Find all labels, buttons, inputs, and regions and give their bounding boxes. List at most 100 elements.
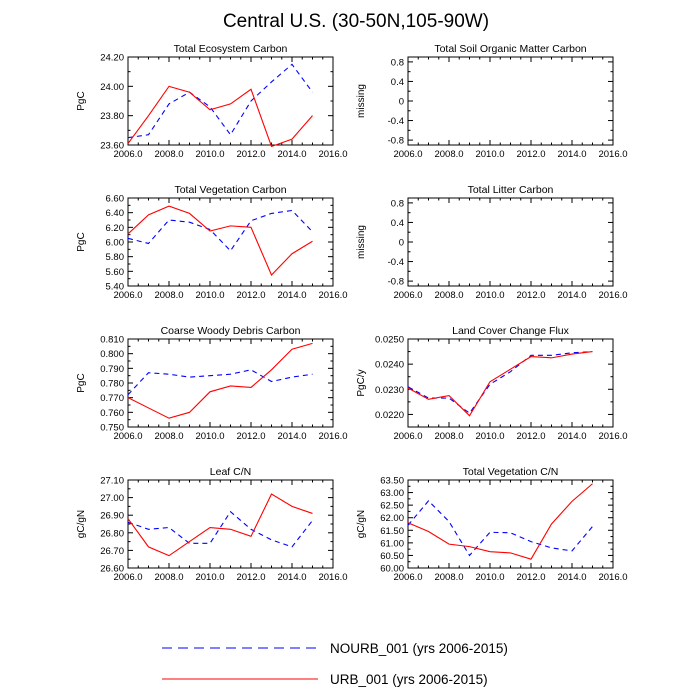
series-line-nourb_001 — [407, 500, 593, 557]
panel-title: Total Litter Carbon — [468, 184, 554, 196]
x-tick-label: 2006.0 — [393, 290, 422, 301]
y-tick-label: 26.90 — [100, 511, 124, 522]
y-tick-label: 6.40 — [106, 208, 125, 219]
y-tick-label: 63.00 — [380, 488, 404, 499]
y-axis-label: PgC — [76, 232, 87, 251]
x-tick-label: 2006.0 — [113, 149, 142, 160]
panel-title: Coarse Woody Debris Carbon — [161, 325, 301, 337]
panel-3: Total Litter Carbon missing 2006.0 2008.0 20… — [356, 184, 628, 301]
series-line-urb_001 — [407, 351, 593, 417]
y-tick-label: 26.60 — [100, 564, 124, 575]
x-tick-label: 2010.0 — [475, 149, 504, 160]
panel-0: Total Ecosystem Carbon PgC 2006.0 2008.0 201… — [76, 43, 348, 160]
x-tick-label: 2012.0 — [516, 431, 545, 442]
y-tick-label: 60.50 — [380, 551, 404, 562]
y-tick-label: 24.00 — [100, 82, 124, 93]
x-tick-label: 2012.0 — [236, 290, 265, 301]
panels: Total Ecosystem Carbon PgC 2006.0 2008.0 201… — [76, 43, 628, 583]
x-tick-label: 2008.0 — [434, 290, 463, 301]
y-tick-label: 0.0240 — [375, 360, 404, 371]
y-tick-label: 0.0230 — [375, 385, 404, 396]
panel-2: Total Vegetation Carbon PgC 2006.0 2008.0 20… — [76, 184, 348, 301]
panel-4: Coarse Woody Debris Carbon PgC 2006.0 2008.… — [76, 325, 348, 442]
x-tick-label: 2016.0 — [598, 290, 627, 301]
x-tick-label: 2012.0 — [236, 149, 265, 160]
x-tick-label: 2012.0 — [236, 572, 265, 583]
x-tick-label: 2008.0 — [154, 149, 183, 160]
legend: NOURB_001 (yrs 2006-2015) URB_001 (yrs 2… — [162, 641, 508, 687]
x-tick-label: 2008.0 — [154, 572, 183, 583]
x-tick-label: 2014.0 — [277, 572, 306, 583]
series-line-nourb_001 — [127, 369, 313, 396]
x-tick-label: 2014.0 — [277, 149, 306, 160]
series-line-nourb_001 — [127, 63, 313, 139]
series-line-nourb_001 — [127, 209, 313, 252]
y-tick-label: 0.8 — [391, 198, 404, 209]
y-tick-label: -0.4 — [388, 257, 404, 268]
y-tick-label: 26.80 — [100, 528, 124, 539]
y-tick-label: 6.00 — [106, 238, 125, 249]
x-tick-label: 2008.0 — [434, 149, 463, 160]
y-axis-label: gC/gN — [356, 510, 367, 538]
x-tick-label: 2014.0 — [557, 149, 586, 160]
x-tick-label: 2012.0 — [516, 149, 545, 160]
plot-frame — [127, 479, 334, 569]
y-tick-label: 61.50 — [380, 526, 404, 537]
y-tick-label: 5.60 — [106, 267, 125, 278]
y-tick-label: 26.70 — [100, 546, 124, 557]
y-axis-label: missing — [356, 84, 367, 118]
x-tick-label: 2008.0 — [154, 290, 183, 301]
series-line-urb_001 — [127, 342, 313, 419]
y-tick-label: 62.50 — [380, 501, 404, 512]
x-tick-label: 2012.0 — [236, 431, 265, 442]
y-tick-label: -0.4 — [388, 116, 404, 127]
y-tick-label: 0.770 — [100, 393, 124, 404]
panel-title: Total Vegetation Carbon — [174, 184, 286, 196]
panel-title: Total Ecosystem Carbon — [174, 43, 288, 55]
x-tick-label: 2016.0 — [598, 431, 627, 442]
y-tick-label: 0 — [399, 238, 404, 249]
y-tick-label: 24.20 — [100, 53, 124, 64]
x-tick-label: 2006.0 — [393, 431, 422, 442]
legend-label-nourb: NOURB_001 (yrs 2006-2015) — [330, 641, 508, 656]
x-tick-label: 2006.0 — [393, 572, 422, 583]
x-tick-label: 2014.0 — [277, 431, 306, 442]
x-tick-label: 2010.0 — [195, 572, 224, 583]
series-line-urb_001 — [127, 205, 313, 276]
x-tick-label: 2006.0 — [113, 290, 142, 301]
figure-title: Central U.S. (30-50N,105-90W) — [223, 11, 489, 32]
panel-5: Land Cover Change Flux PgC/y 2006.0 2008.0 2… — [356, 325, 628, 442]
panel-title: Total Soil Organic Matter Carbon — [434, 43, 586, 55]
series-line-nourb_001 — [407, 351, 593, 414]
x-tick-label: 2006.0 — [113, 572, 142, 583]
y-tick-label: 6.20 — [106, 223, 125, 234]
x-tick-label: 2014.0 — [557, 290, 586, 301]
y-tick-label: 0.750 — [100, 423, 124, 434]
y-tick-label: 23.80 — [100, 111, 124, 122]
panel-title: Total Vegetation C/N — [463, 466, 559, 478]
y-axis-label: gC/gN — [76, 510, 87, 538]
plot-frame — [407, 197, 614, 287]
panel-1: Total Soil Organic Matter Carbon missing 2… — [356, 43, 628, 160]
panel-title: Land Cover Change Flux — [452, 325, 569, 337]
y-tick-label: 0.0220 — [375, 410, 404, 421]
panel-6: Leaf C/N gC/gN 2006.0 2008.0 2010.0 2012.0 201… — [76, 466, 348, 583]
y-tick-label: 5.80 — [106, 252, 125, 263]
y-tick-label: 0.790 — [100, 364, 124, 375]
x-tick-label: 2006.0 — [393, 149, 422, 160]
x-tick-label: 2012.0 — [516, 572, 545, 583]
x-tick-label: 2010.0 — [195, 149, 224, 160]
series-line-urb_001 — [127, 85, 313, 148]
x-tick-label: 2016.0 — [318, 290, 347, 301]
y-tick-label: 0.4 — [391, 218, 404, 229]
y-tick-label: 27.00 — [100, 493, 124, 504]
plot-frame — [407, 338, 614, 428]
x-tick-label: 2010.0 — [475, 572, 504, 583]
x-tick-label: 2016.0 — [598, 572, 627, 583]
y-tick-label: 5.40 — [106, 282, 125, 293]
panel-7: Total Vegetation C/N gC/gN 2006.0 2008.0 201… — [356, 466, 628, 583]
x-tick-label: 2016.0 — [318, 149, 347, 160]
x-tick-label: 2010.0 — [475, 290, 504, 301]
series-line-nourb_001 — [127, 510, 313, 548]
